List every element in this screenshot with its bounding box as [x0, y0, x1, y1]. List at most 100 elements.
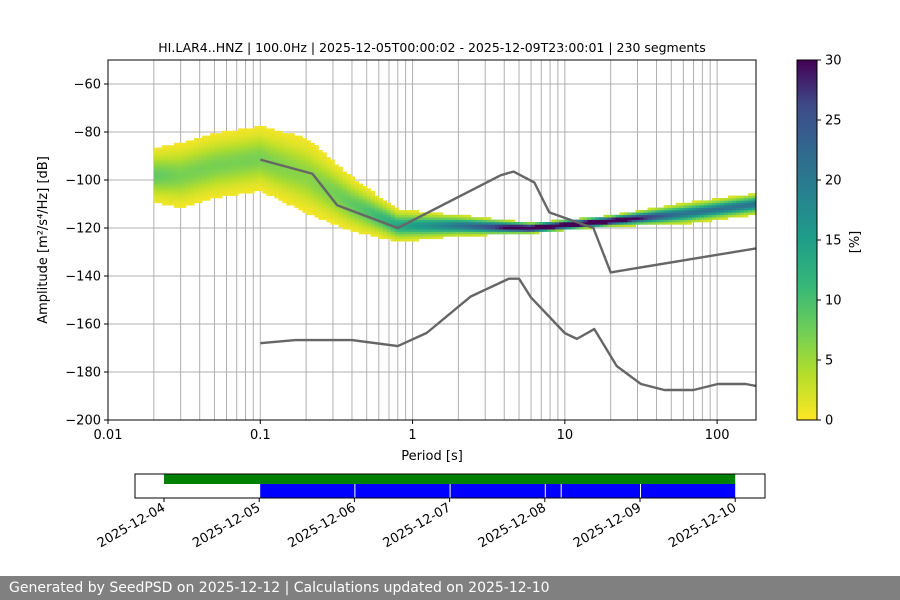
heatmap-cell — [507, 219, 512, 223]
heatmap-cell — [258, 178, 263, 182]
heatmap-cell — [370, 198, 376, 201]
heatmap-cell — [173, 198, 179, 201]
heatmap-cell — [519, 231, 524, 235]
heatmap-cell — [747, 198, 753, 201]
heatmap-cell — [302, 195, 307, 199]
heatmap-cell — [266, 147, 271, 151]
heatmap-cell — [181, 195, 187, 199]
heatmap-cell — [218, 181, 223, 184]
footer-text: Generated by SeedPSD on 2025-12-12 | Cal… — [9, 580, 550, 596]
heatmap-cell — [691, 217, 697, 220]
heatmap-cell — [679, 214, 685, 218]
heatmap-cell — [222, 164, 227, 168]
heatmap-cell — [250, 150, 255, 153]
heatmap-cell — [302, 198, 307, 201]
heatmap-cell — [731, 198, 737, 201]
heatmap-cell — [707, 205, 713, 208]
heatmap-cell — [438, 224, 444, 228]
heatmap-cell — [370, 229, 376, 232]
heatmap-cell — [326, 214, 331, 218]
heatmap-cell — [314, 205, 319, 208]
heatmap-cell — [334, 222, 339, 225]
heatmap-cell — [483, 234, 488, 237]
heatmap-cell — [173, 200, 179, 204]
heatmap-cell — [189, 164, 195, 168]
heatmap-cell — [479, 234, 484, 237]
heatmap-cell — [218, 164, 223, 168]
heatmap-cell — [302, 147, 307, 151]
heatmap-cell — [222, 166, 227, 170]
heatmap-cell — [181, 142, 187, 146]
heatmap-cell — [438, 234, 444, 237]
heatmap-cell — [278, 198, 283, 201]
heatmap-cell — [262, 183, 267, 187]
heatmap-cell — [246, 150, 251, 153]
heatmap-cell — [527, 229, 532, 232]
heatmap-cell — [386, 210, 392, 213]
heatmap-cell — [218, 133, 223, 136]
heatmap-cell — [306, 166, 311, 170]
heatmap-cell — [322, 176, 327, 180]
heatmap-cell — [189, 195, 195, 199]
heatmap-cell — [202, 193, 207, 196]
heatmap-cell — [218, 154, 223, 158]
heatmap-cell — [442, 231, 448, 235]
x-tick-label: 0.01 — [94, 428, 123, 443]
heatmap-cell — [418, 217, 424, 220]
heatmap-cell — [153, 164, 159, 168]
heatmap-cell — [422, 217, 428, 220]
heatmap-cell — [153, 147, 159, 151]
heatmap-cell — [298, 162, 303, 165]
heatmap-cell — [346, 219, 351, 223]
heatmap-cell — [346, 195, 351, 199]
heatmap-cell — [454, 214, 460, 218]
heatmap-cell — [595, 219, 600, 223]
heatmap-cell — [226, 140, 231, 144]
timeline-ticks: 2025-12-04 2025-12-05 2025-12-06 2025-12-07… — [95, 498, 739, 551]
heatmap-cell — [695, 202, 701, 206]
heatmap-cell — [214, 135, 219, 139]
heatmap-cell — [358, 229, 363, 232]
heatmap-cell — [218, 147, 223, 151]
heatmap-cell — [298, 150, 303, 153]
heatmap-cell — [330, 181, 335, 184]
heatmap-cell — [218, 176, 223, 180]
heatmap-cell — [185, 202, 191, 206]
heatmap-cell — [342, 217, 347, 220]
heatmap-cell — [278, 195, 283, 199]
heatmap-cell — [434, 229, 440, 232]
heatmap-cell — [382, 219, 388, 223]
heatmap-cell — [274, 152, 279, 156]
heatmap-cell — [294, 183, 299, 187]
heatmap-cell — [370, 190, 376, 194]
heatmap-cell — [330, 190, 335, 194]
heatmap-cell — [703, 214, 709, 218]
heatmap-cell — [230, 150, 235, 153]
heatmap-cell — [153, 157, 159, 160]
heatmap-cell — [218, 169, 223, 172]
heatmap-cell — [210, 193, 215, 196]
heatmap-cell — [262, 166, 267, 170]
heatmap-cell — [507, 226, 512, 230]
heatmap-cell — [290, 142, 295, 146]
heatmap-cell — [298, 181, 303, 184]
heatmap-cell — [226, 152, 231, 156]
heatmap-cell — [366, 193, 372, 196]
heatmap-cell — [234, 164, 239, 168]
heatmap-cell — [165, 178, 171, 182]
heatmap-cell — [466, 222, 472, 225]
heatmap-cell — [218, 145, 223, 148]
heatmap-cell — [378, 202, 384, 206]
heatmap-cell — [157, 190, 163, 194]
heatmap-cell — [751, 210, 756, 213]
heatmap-cell — [181, 171, 187, 175]
heatmap-cell — [177, 166, 183, 170]
heatmap-cell — [169, 198, 175, 201]
heatmap-cell — [326, 212, 331, 216]
heatmap-cell — [310, 205, 315, 208]
heatmap-cell — [298, 207, 303, 211]
heatmap-cell — [193, 178, 199, 182]
heatmap-cell — [430, 214, 436, 218]
heatmap-cell — [161, 198, 167, 201]
heatmap-cell — [398, 219, 404, 223]
